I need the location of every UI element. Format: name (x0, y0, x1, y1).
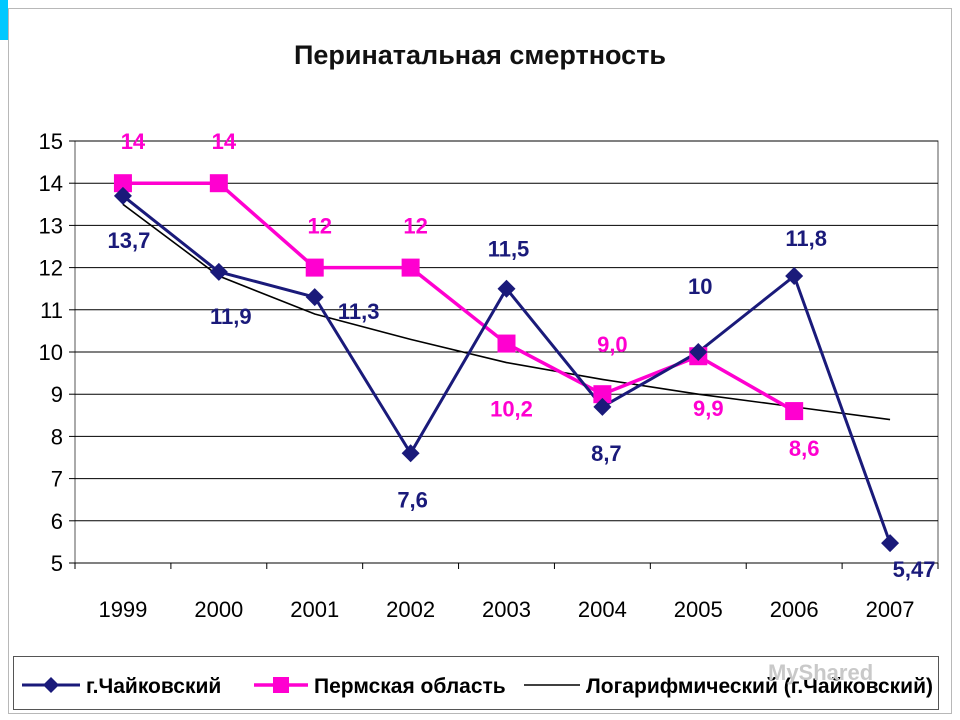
legend-perm-label: Пермская область (314, 675, 506, 698)
y-tick-label: 12 (39, 256, 63, 281)
data-label-perm: 10,2 (490, 397, 533, 422)
x-tick-label: 2002 (386, 597, 435, 622)
data-label-chaikovsky: 5,47 (893, 557, 936, 582)
point-chaikovsky (209, 262, 228, 281)
data-label-chaikovsky: 8,7 (591, 441, 622, 466)
x-tick-label: 2006 (770, 597, 819, 622)
point-chaikovsky (113, 186, 132, 205)
x-tick-label: 2000 (194, 597, 243, 622)
data-label-perm: 12 (307, 214, 331, 239)
legend-trend-label: Логарифмический (г.Чайковский) (586, 675, 933, 698)
y-tick-label: 5 (51, 551, 63, 576)
point-perm (209, 174, 228, 193)
point-chaikovsky (689, 343, 708, 361)
x-tick-label: 2003 (482, 597, 531, 622)
watermark: MyShared (768, 660, 874, 685)
y-tick-label: 14 (39, 171, 63, 196)
data-label-chaikovsky: 11,5 (488, 237, 530, 262)
legend-chaikovsky-marker (43, 677, 59, 693)
point-perm (593, 385, 612, 404)
point-chaikovsky (401, 444, 420, 463)
data-label-perm: 8,6 (789, 436, 820, 461)
point-chaikovsky (785, 267, 804, 286)
plot-area: 5 6 7 8 9 10 11 12 13 14 15 1999 2000 2001 2002 2003 200… (39, 129, 939, 622)
data-label-chaikovsky: 11,9 (210, 304, 252, 329)
x-tick-label: 2004 (578, 597, 627, 622)
legend-perm-marker (273, 677, 289, 693)
point-chaikovsky (305, 288, 324, 307)
data-label-perm: 14 (212, 129, 237, 154)
x-tick-label: 2001 (290, 597, 339, 622)
data-label-chaikovsky: 10 (688, 274, 712, 299)
y-tick-label: 13 (39, 213, 63, 238)
data-label-perm: 9,9 (693, 396, 724, 421)
data-label-perm: 9,0 (597, 332, 628, 357)
point-perm (497, 334, 516, 353)
y-tick-label: 7 (51, 467, 63, 492)
chart-title: Перинатальная смертность (294, 40, 666, 70)
point-perm (305, 258, 324, 277)
point-chaikovsky (593, 397, 612, 416)
legend-svg: г.Чайковский Пермская область Логарифмичес… (22, 675, 933, 698)
legend: г.Чайковский Пермская область Логарифмичес… (13, 656, 939, 710)
point-chaikovsky (497, 279, 516, 298)
data-label-chaikovsky: 11,8 (785, 226, 827, 251)
point-perm (785, 402, 804, 421)
data-label-perm: 12 (403, 214, 427, 239)
corner-accent (0, 0, 8, 40)
data-label-chaikovsky: 11,3 (338, 299, 380, 324)
point-chaikovsky (881, 534, 900, 553)
x-tick-label: 2007 (866, 597, 915, 622)
data-label-chaikovsky: 7,6 (397, 487, 428, 512)
point-perm (113, 174, 132, 193)
y-tick-label: 8 (51, 424, 63, 449)
x-tick-label: 2005 (674, 597, 723, 622)
y-tick-label: 6 (51, 509, 63, 534)
data-label-chaikovsky: 13,7 (108, 228, 151, 253)
y-tick-label: 11 (40, 298, 63, 323)
y-tick-label: 10 (39, 340, 63, 365)
data-label-perm: 14 (121, 129, 146, 154)
x-tick-label: 1999 (98, 597, 147, 622)
point-perm (401, 258, 420, 277)
legend-chaikovsky-label: г.Чайковский (86, 675, 221, 698)
series-trend-line (122, 203, 891, 421)
y-tick-label: 9 (51, 382, 63, 407)
y-tick-label: 15 (39, 129, 63, 154)
